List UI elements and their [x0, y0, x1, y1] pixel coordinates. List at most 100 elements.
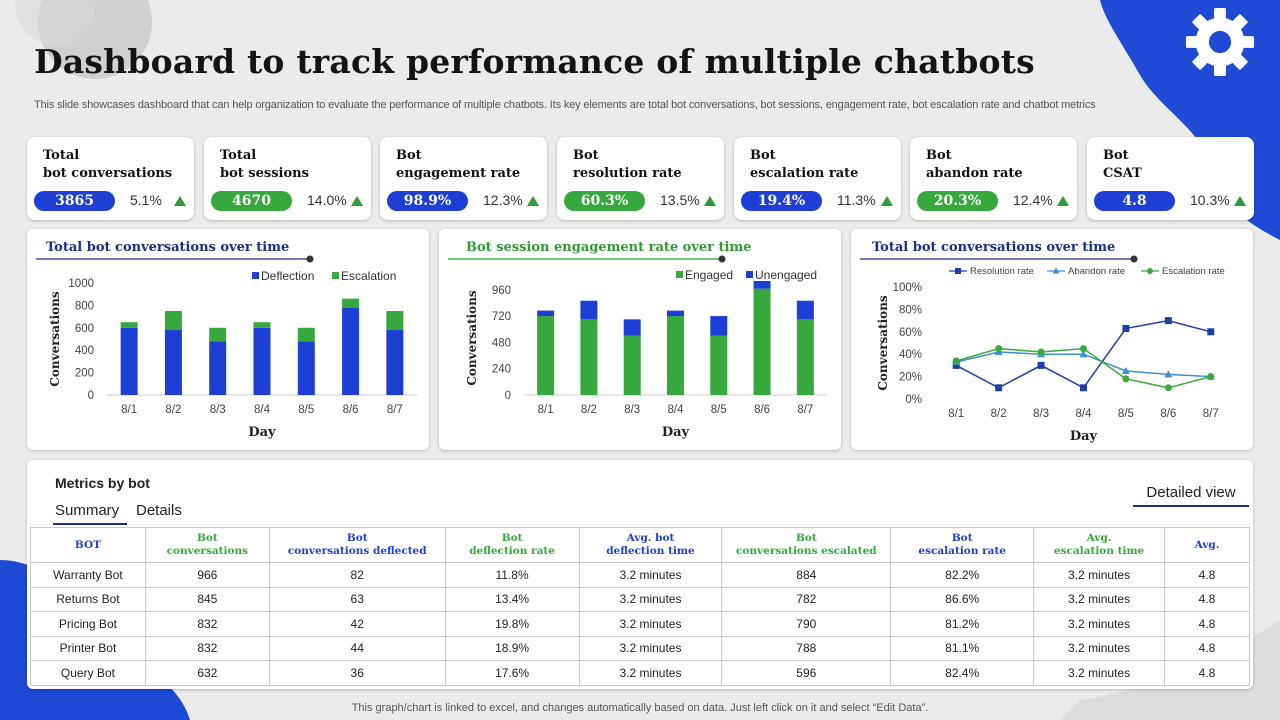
- column-header-line1: Bot: [196, 532, 218, 544]
- kpi-label-line1: Total: [220, 148, 257, 163]
- page-subtitle: This slide showcases dashboard that can …: [34, 99, 1096, 111]
- bar-escalation: [253, 322, 271, 328]
- bar-escalation: [342, 298, 360, 308]
- bar-unengaged: [667, 310, 684, 317]
- table-row[interactable]: Query Bot 632 36 17.6% 3.2 minutes 596 82.4% 3.…: [30, 660, 1250, 686]
- table-cell: 4.8: [1164, 611, 1250, 637]
- column-header[interactable]: Avg.: [1164, 527, 1250, 563]
- tab-details[interactable]: Details: [136, 502, 182, 519]
- up-arrow-icon: [704, 196, 716, 206]
- point-marker: [995, 345, 1003, 353]
- column-header[interactable]: Bot conversations escalated: [721, 527, 892, 563]
- y-tick-label: 60%: [899, 327, 922, 339]
- column-header-line1: Bot: [951, 532, 973, 544]
- y-tick-label: 960: [492, 285, 511, 297]
- legend-swatch: [252, 272, 259, 279]
- column-header-line1: Avg.: [1194, 538, 1220, 551]
- x-axis-label: Day: [248, 425, 276, 440]
- up-arrow-icon: [351, 196, 363, 206]
- point-marker: [1207, 328, 1215, 336]
- kpi-label-line2: abandon rate: [926, 166, 1023, 181]
- column-header[interactable]: BOT: [30, 527, 146, 563]
- x-tick-label: 8/7: [797, 404, 813, 416]
- table-cell: 632: [144, 660, 270, 686]
- point-marker: [1080, 345, 1087, 353]
- kpi-card: Total bot conversations 3865 5.1%: [27, 137, 194, 220]
- bar-unengaged: [710, 316, 728, 336]
- legend-marker: [955, 268, 961, 274]
- table-cell: 832: [144, 611, 270, 637]
- point-marker: [952, 361, 960, 369]
- legend-marker: [1147, 268, 1153, 274]
- table-cell: 42: [268, 611, 446, 637]
- bar-deflection: [253, 327, 271, 395]
- column-header-line2: conversations escalated: [736, 545, 877, 557]
- table-row[interactable]: Returns Bot 845 63 13.4% 3.2 minutes 782 86.6%…: [30, 586, 1250, 612]
- table-cell: 596: [721, 660, 892, 686]
- column-header-line1: Avg.: [1086, 532, 1112, 544]
- table-cell: 884: [721, 562, 892, 588]
- column-header-line2: conversations deflected: [287, 545, 427, 557]
- y-tick-label: 0: [505, 390, 511, 402]
- y-tick-label: 20%: [899, 372, 922, 384]
- table-cell: 18.9%: [444, 635, 580, 661]
- table-row[interactable]: Printer Bot 832 44 18.9% 3.2 minutes 788 81.1%…: [30, 635, 1250, 661]
- x-tick-label: 8/7: [387, 404, 403, 416]
- x-tick-label: 8/2: [991, 408, 1007, 420]
- kpi-label-line2: bot conversations: [43, 166, 173, 181]
- column-header[interactable]: Bot conversations: [144, 527, 270, 563]
- kpi-change: 12.4%: [1013, 192, 1053, 208]
- kpi-value: 20.3%: [917, 191, 998, 211]
- kpi-label-line2: CSAT: [1103, 166, 1142, 181]
- chart-conversations: 0 200 400 600 800 1000 8/1 8/2 8/3 8/4 8/5 8/6 8/7 Da…: [36, 255, 417, 440]
- bar-escalation: [164, 311, 182, 331]
- column-header[interactable]: Avg. bot deflection time: [578, 527, 723, 563]
- table-cell: 3.2 minutes: [1033, 635, 1166, 661]
- bar-unengaged: [537, 310, 555, 317]
- up-arrow-icon: [881, 196, 893, 206]
- point-marker: [1079, 350, 1088, 358]
- bar-engaged: [623, 335, 641, 395]
- kpi-change: 13.5%: [660, 192, 700, 208]
- bar-deflection: [164, 330, 182, 395]
- column-header[interactable]: Bot escalation rate: [890, 527, 1035, 563]
- table-row[interactable]: Pricing Bot 832 42 19.8% 3.2 minutes 790 81.2%…: [30, 611, 1250, 637]
- bar-deflection: [386, 330, 404, 395]
- y-tick-label: 400: [75, 345, 94, 357]
- chart-title: Total bot conversations over time: [872, 240, 1116, 255]
- detailed-view-button[interactable]: Detailed view: [1133, 482, 1249, 507]
- y-tick-label: 240: [492, 364, 511, 376]
- column-header[interactable]: Bot deflection rate: [444, 527, 580, 563]
- x-axis-label: Day: [662, 425, 690, 440]
- tab-summary[interactable]: Summary: [55, 502, 120, 519]
- column-header[interactable]: Avg. escalation time: [1033, 527, 1166, 563]
- bar-escalation: [297, 327, 315, 342]
- bar-escalation: [209, 327, 227, 342]
- table-cell: Printer Bot: [30, 635, 146, 661]
- kpi-card: Bot escalation rate 19.4% 11.3%: [734, 137, 901, 220]
- legend-label: Escalation: [341, 269, 396, 283]
- bar-engaged: [796, 319, 814, 395]
- table-cell: 3.2 minutes: [1033, 660, 1166, 686]
- table-row[interactable]: Warranty Bot 966 82 11.8% 3.2 minutes 884 82.2…: [30, 562, 1250, 588]
- column-header-line2: escalation time: [1053, 545, 1145, 557]
- bar-engaged: [667, 316, 684, 395]
- kpi-value: 98.9%: [387, 191, 468, 211]
- kpi-card: Bot engagement rate 98.9% 12.3%: [380, 137, 547, 220]
- x-tick-label: 8/5: [1118, 408, 1134, 420]
- table-cell: 3.2 minutes: [1033, 611, 1166, 637]
- chart-panel-engagement: Bot session engagement rate over time 0 2…: [439, 229, 841, 450]
- chart-panel-conversations: Total bot conversations over time 0 200 40…: [27, 229, 429, 450]
- column-header[interactable]: Bot conversations deflected: [268, 527, 446, 563]
- kpi-change: 12.3%: [483, 192, 523, 208]
- kpi-label-line1: Bot: [396, 148, 422, 163]
- up-arrow-icon: [174, 196, 186, 206]
- y-axis-label: Conversations: [48, 291, 62, 387]
- up-arrow-icon: [1234, 196, 1246, 206]
- legend-label: Deflection: [261, 269, 314, 283]
- kpi-change: 10.3%: [1190, 192, 1230, 208]
- point-marker: [952, 357, 960, 365]
- x-tick-label: 8/4: [1076, 408, 1093, 420]
- table-cell: 36: [268, 660, 446, 686]
- title-underline-dot: [306, 255, 314, 263]
